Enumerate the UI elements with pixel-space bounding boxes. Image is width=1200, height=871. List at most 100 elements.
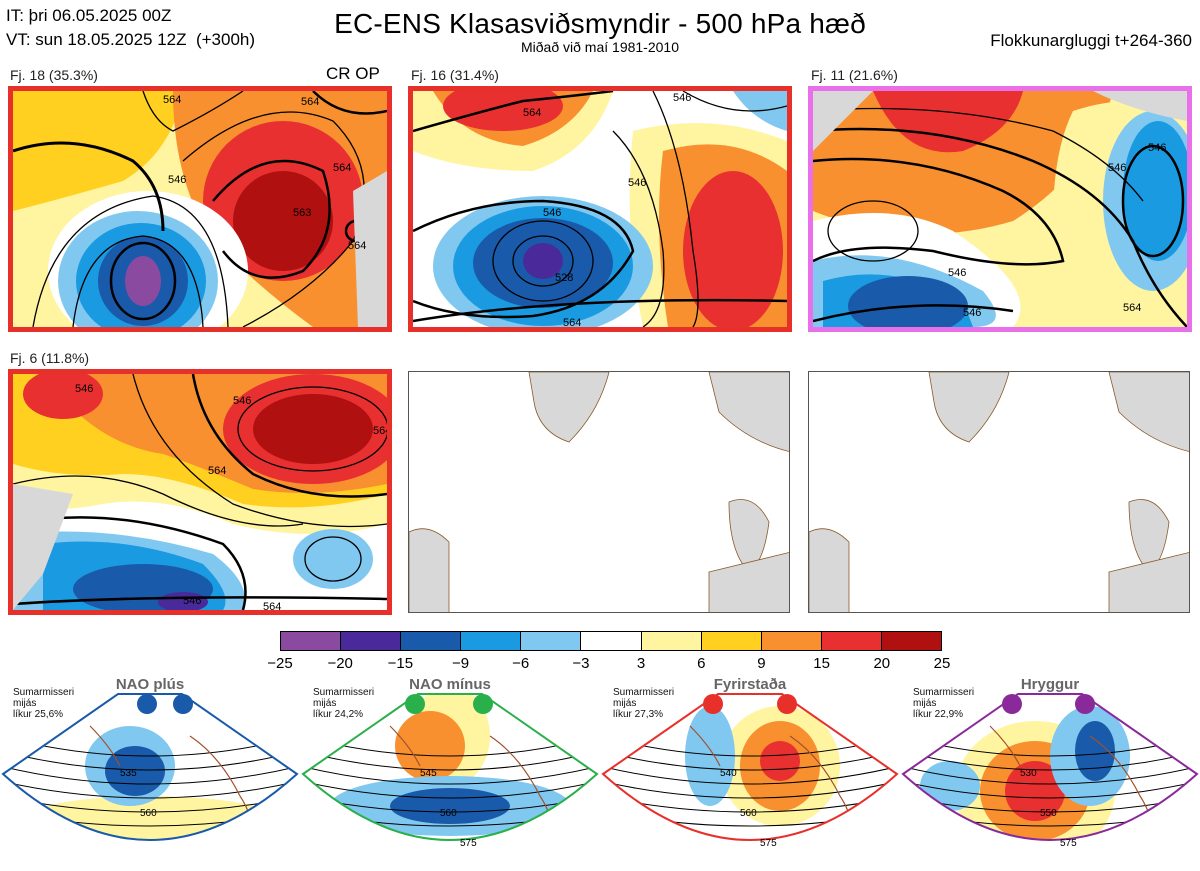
regime-season: Sumarmisseri [913, 687, 975, 698]
anomaly-blob [760, 741, 800, 781]
colorbar-tick-label: −25 [267, 655, 293, 672]
height-contour [603, 750, 897, 771]
regime-map: 530 550 575 [900, 693, 1200, 854]
colorbar-swatch [401, 632, 462, 650]
coastline [989, 725, 1154, 840]
empty-map-6 [808, 371, 1190, 613]
anomaly-blob [395, 711, 465, 781]
colorbar-swatch [581, 632, 642, 650]
regime-frame [301, 693, 599, 841]
height-contour [303, 780, 597, 799]
regime-info: Sumarmisseri mijás líkur 25,6% [13, 687, 74, 720]
contour-label: 546 [963, 307, 981, 319]
regime-name: NAO plús [115, 676, 185, 693]
regime-dot [1002, 694, 1022, 714]
contour-label: 564 [523, 107, 541, 119]
regime-metric: mijás [613, 698, 637, 709]
cluster-map-4[interactable]: 546 546 564 546 564 564 [8, 369, 392, 615]
regime-metric: mijás [313, 698, 337, 709]
height-contour [903, 765, 1197, 785]
colorbar-swatch [701, 632, 762, 650]
contour-label: 564 [373, 425, 387, 437]
regime-map: 545 560 575 [300, 693, 600, 854]
height-contour [903, 780, 1197, 799]
height-contour [303, 750, 597, 771]
regime-dot [137, 694, 157, 714]
regime-prob: líkur 22,9% [913, 709, 964, 720]
regime-contour-label: 560 [740, 808, 757, 819]
contour-label: 546 [75, 383, 93, 395]
contour-label: 546 [168, 174, 186, 186]
regime-contour-label: 540 [720, 768, 737, 779]
regime-season: Sumarmisseri [13, 687, 75, 698]
colorbar [280, 631, 942, 651]
contour-label: 564 [263, 601, 281, 610]
regime-season: Sumarmisseri [313, 687, 375, 698]
empty-map-5 [408, 371, 790, 613]
anomaly-blob [685, 706, 735, 806]
regime-dot [1075, 694, 1095, 714]
colorbar-swatch [281, 632, 342, 650]
panel-2-label: Fj. 16 (31.4%) [411, 67, 499, 83]
page-title: EC-ENS Klasasviðsmyndir - 500 hPa hæð [334, 8, 866, 39]
contour-label: 546 [543, 207, 561, 219]
regime-season: Sumarmisseri [613, 687, 675, 698]
contour-label: 564 [348, 240, 366, 252]
contour-label: 528 [555, 272, 573, 284]
regime-contour-label: 575 [460, 838, 477, 849]
regime-prob: líkur 25,6% [13, 709, 64, 720]
regime-prob: líkur 27,3% [613, 709, 664, 720]
colorbar-tick-label: 20 [873, 655, 891, 672]
regime-dot [703, 694, 723, 714]
classification-window: Flokkunargluggi t+264-360 [990, 31, 1192, 50]
colorbar-tick-label: 3 [636, 655, 646, 672]
contour-label: 546 [1108, 162, 1126, 174]
cluster-map-3[interactable]: 546 546 564 546 546 [808, 86, 1192, 332]
colorbar-tick-label: −3 [572, 655, 590, 672]
regime-contour-label: 545 [420, 768, 437, 779]
height-contour [903, 750, 1197, 771]
cluster-map-2[interactable]: 564 546 546 528 564 546 [408, 86, 792, 332]
regime-metric: mijás [13, 698, 37, 709]
colorbar-swatch [821, 632, 882, 650]
panel-3-label: Fj. 11 (21.6%) [811, 67, 898, 83]
regime-contour-label: 575 [1060, 838, 1077, 849]
contour-label: 546 [673, 92, 691, 104]
contour-label: 564 [1123, 302, 1141, 314]
coastline [689, 725, 854, 840]
cluster-map-1[interactable]: 564 564 546 564 564 563 [8, 86, 392, 332]
colorbar-tick-label: −15 [387, 655, 414, 672]
regime-contour-label: 560 [440, 808, 457, 819]
height-contour [300, 841, 600, 854]
regime-contour-label: 535 [120, 768, 137, 779]
regime-frame [1, 693, 299, 841]
colorbar-tick-label: −6 [512, 655, 530, 672]
regime-frame [901, 693, 1199, 841]
colorbar-tick-label: 15 [813, 655, 830, 672]
colorbar-swatch [521, 632, 582, 650]
contour-label: 564 [333, 162, 351, 174]
regime-dot [777, 694, 797, 714]
contour-label: 546 [1148, 142, 1166, 154]
height-contour [3, 780, 297, 799]
regime-name: NAO mínus [409, 676, 491, 693]
height-contour [600, 841, 900, 854]
regime-frame [601, 693, 899, 841]
coastline [389, 725, 554, 840]
regime-contour-label: 550 [1040, 808, 1057, 819]
height-contour [303, 765, 597, 785]
anomaly-blob [1075, 721, 1115, 781]
contour-label: 564 [563, 317, 581, 327]
height-contour [900, 841, 1200, 854]
regime-map: 535 560 [1, 693, 299, 841]
height-contour [3, 750, 297, 771]
colorbar-tick-label: −20 [327, 655, 353, 672]
panel-1-extra: CR OP [326, 64, 380, 83]
valid-time: VT: sun 18.05.2025 12Z (+300h) [6, 30, 256, 49]
regime-name: Hryggur [1020, 676, 1080, 693]
regime-contour-label: 575 [760, 838, 777, 849]
contour-label: 546 [183, 595, 201, 607]
regime-metric: mijás [913, 698, 937, 709]
contour-label: 546 [233, 395, 251, 407]
regime-map: 540 560 575 [600, 693, 900, 854]
